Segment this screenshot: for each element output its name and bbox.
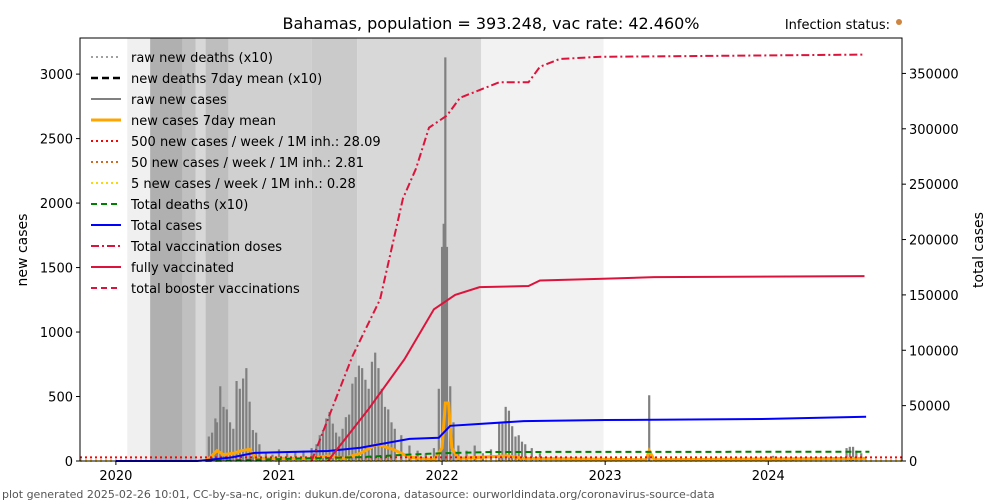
legend-label: 50 new cases / week / 1M inh.: 2.81: [131, 156, 364, 171]
total-vaccination-doses-line: [310, 53, 865, 462]
y-right-tick-label: 350000: [909, 67, 959, 82]
legend-label: 5 new cases / week / 1M inh.: 0.28: [131, 177, 356, 192]
legend-label: Total cases: [130, 219, 202, 234]
chart-title: Bahamas, population = 393.248, vac rate:…: [283, 14, 700, 33]
y-tick-label: 500: [48, 391, 73, 406]
legend-label: new deaths 7day mean (x10): [131, 72, 322, 87]
legend: raw new deaths (x10) new deaths 7day mean…: [91, 51, 381, 297]
background-band: [311, 38, 358, 461]
legend-label: fully vaccinated: [131, 261, 234, 276]
y-right-tick-label: 200000: [909, 234, 959, 249]
background-band: [150, 38, 183, 461]
legend-label: new cases 7day mean: [131, 114, 276, 129]
total-deaths-line: [205, 450, 870, 462]
plot-frame: [79, 37, 903, 462]
axes: 2020 2021 2022 2023 2024 0 500 1000 1500 2000 2500…: [40, 67, 959, 484]
y-tick-label: 1500: [40, 262, 73, 277]
background-bands: [127, 38, 604, 461]
legend-label: Total vaccination doses: [130, 240, 282, 255]
y-tick-label: 3000: [40, 68, 73, 83]
legend-label: raw new deaths (x10): [131, 51, 273, 66]
y-right-tick-label: 0: [909, 455, 917, 470]
legend-label: total booster vaccinations: [131, 282, 300, 297]
background-band: [481, 38, 604, 461]
y-right-tick-label: 150000: [909, 289, 959, 304]
y-tick-label: 1000: [40, 326, 73, 341]
background-band: [182, 38, 196, 461]
footer-credits: plot generated 2025-02-26 10:01, CC-by-s…: [2, 488, 715, 500]
total-cases-line: [115, 415, 867, 462]
x-tick-label: 2024: [752, 469, 785, 484]
y-tick-label: 2500: [40, 133, 73, 148]
background-band: [205, 38, 229, 461]
y-tick-label: 2000: [40, 197, 73, 212]
fully-vaccinated-line: [327, 275, 865, 462]
y-right-tick-label: 300000: [909, 123, 959, 138]
x-tick-label: 2023: [589, 469, 622, 484]
y-axis-label: new cases: [15, 214, 31, 287]
infection-status-label: Infection status:: [785, 18, 890, 33]
background-band: [127, 38, 151, 461]
x-tick-label: 2020: [99, 469, 132, 484]
y-right-tick-label: 50000: [909, 400, 950, 415]
legend-label: Total deaths (x10): [130, 198, 248, 213]
infection-status-dot: [896, 19, 902, 25]
background-band: [195, 38, 206, 461]
y-right-tick-label: 100000: [909, 344, 959, 359]
y-right-tick-label: 250000: [909, 178, 959, 193]
y-tick-label: 0: [65, 455, 73, 470]
x-tick-label: 2022: [426, 469, 459, 484]
legend-label: raw new cases: [131, 93, 227, 108]
x-tick-label: 2021: [262, 469, 295, 484]
legend-label: 500 new cases / week / 1M inh.: 28.09: [131, 135, 381, 150]
y-axis-right-label: total cases: [971, 212, 987, 288]
